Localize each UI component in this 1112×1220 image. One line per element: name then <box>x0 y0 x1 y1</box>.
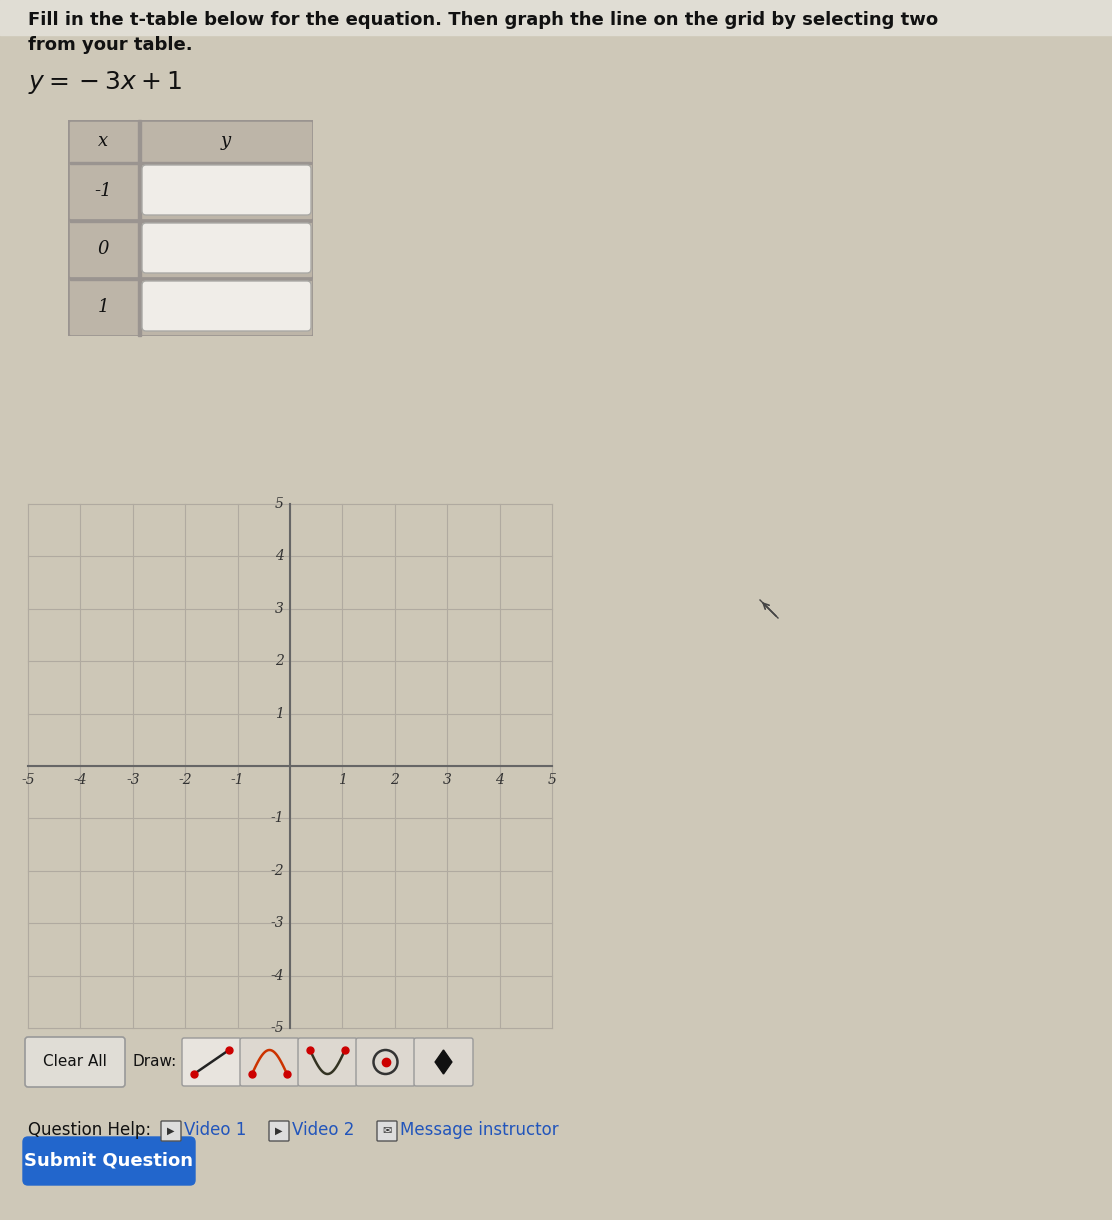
Bar <box>28 504 552 1028</box>
Text: Draw:: Draw: <box>132 1054 176 1070</box>
Text: -1: -1 <box>270 811 284 826</box>
FancyBboxPatch shape <box>142 165 311 215</box>
Bar <box>138 120 141 336</box>
FancyBboxPatch shape <box>23 1137 195 1185</box>
Text: -3: -3 <box>126 773 140 787</box>
FancyBboxPatch shape <box>269 1121 289 1141</box>
Text: -1: -1 <box>231 773 245 787</box>
Text: 4: 4 <box>495 773 504 787</box>
Text: Fill in the t-table below for the equation. Then graph the line on the grid by s: Fill in the t-table below for the equati… <box>28 11 939 29</box>
Bar <box>70 279 311 334</box>
Text: -1: -1 <box>95 182 112 200</box>
FancyBboxPatch shape <box>414 1038 473 1086</box>
FancyBboxPatch shape <box>142 223 311 273</box>
FancyBboxPatch shape <box>240 1038 299 1086</box>
Text: from your table.: from your table. <box>28 37 192 54</box>
Text: Video 2: Video 2 <box>292 1121 355 1139</box>
Text: x: x <box>98 132 108 150</box>
Text: -4: -4 <box>73 773 87 787</box>
Bar <box>70 122 311 162</box>
Bar <box>70 278 311 281</box>
Polygon shape <box>435 1050 451 1074</box>
Text: 0: 0 <box>97 240 109 257</box>
Text: 1: 1 <box>97 298 109 316</box>
FancyBboxPatch shape <box>24 1037 125 1087</box>
Text: 1: 1 <box>338 773 347 787</box>
Text: Video 1: Video 1 <box>183 1121 247 1139</box>
Bar <box>70 220 311 222</box>
Text: Question Help:: Question Help: <box>28 1121 151 1139</box>
Text: 2: 2 <box>275 654 284 669</box>
Bar <box>0 0 1112 35</box>
Text: 1: 1 <box>275 706 284 721</box>
FancyBboxPatch shape <box>298 1038 357 1086</box>
Text: Submit Question: Submit Question <box>24 1152 193 1170</box>
Text: ▶: ▶ <box>167 1126 175 1136</box>
Text: 2: 2 <box>390 773 399 787</box>
Text: 5: 5 <box>275 497 284 511</box>
Text: -5: -5 <box>21 773 34 787</box>
Bar <box>70 221 311 276</box>
Text: 3: 3 <box>275 601 284 616</box>
Text: ✉: ✉ <box>383 1126 391 1136</box>
FancyBboxPatch shape <box>142 281 311 331</box>
Text: -2: -2 <box>270 864 284 878</box>
Text: 5: 5 <box>547 773 556 787</box>
Text: -2: -2 <box>178 773 192 787</box>
Text: -4: -4 <box>270 969 284 982</box>
Text: y: y <box>220 132 230 150</box>
Bar <box>68 120 312 336</box>
Bar <box>70 162 311 163</box>
Text: -5: -5 <box>270 1021 284 1035</box>
Text: -3: -3 <box>270 916 284 930</box>
FancyBboxPatch shape <box>182 1038 241 1086</box>
Text: $\it{y} = -3\it{x} + 1$: $\it{y} = -3\it{x} + 1$ <box>28 68 181 95</box>
Text: 3: 3 <box>443 773 451 787</box>
Text: Message instructor: Message instructor <box>400 1121 558 1139</box>
FancyBboxPatch shape <box>161 1121 181 1141</box>
FancyBboxPatch shape <box>356 1038 415 1086</box>
Text: ▶: ▶ <box>276 1126 282 1136</box>
FancyBboxPatch shape <box>377 1121 397 1141</box>
Text: Clear All: Clear All <box>43 1054 107 1070</box>
Bar <box>70 163 311 218</box>
Text: 4: 4 <box>275 549 284 564</box>
